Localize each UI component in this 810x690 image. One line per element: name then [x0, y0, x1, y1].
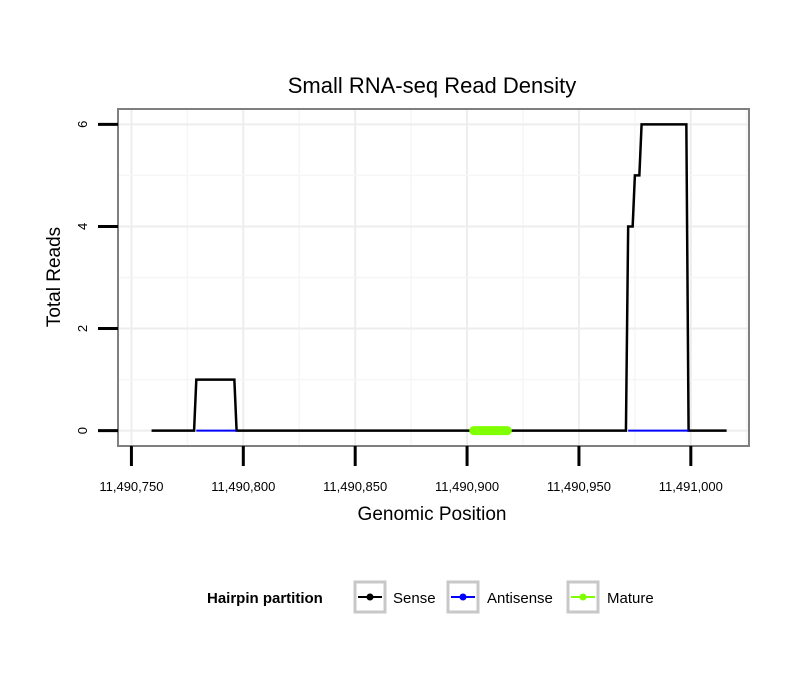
legend-item-sense: Sense [353, 580, 436, 614]
x-tick-label: 11,491,000 [659, 479, 723, 494]
legend-label: Mature [607, 590, 654, 607]
x-tick-label: 11,490,800 [211, 479, 275, 494]
x-tick-label: 11,490,850 [323, 479, 387, 494]
y-tick-label: 2 [75, 325, 90, 332]
y-axis-title: Total Reads [44, 227, 65, 327]
legend-item-mature: Mature [566, 580, 654, 614]
x-tick-label: 11,490,900 [435, 479, 499, 494]
y-axis: 0 2 4 6 [75, 121, 118, 434]
y-tick-label: 0 [75, 427, 90, 434]
x-tick-label: 11,490,950 [547, 479, 611, 494]
legend-key-dot [459, 593, 467, 601]
chart-title: Small RNA-seq Read Density [288, 73, 577, 98]
x-axis: 11,490,750 11,490,800 11,490,850 11,490,900… [99, 446, 723, 494]
legend-key-dot [579, 593, 587, 601]
legend-title: Hairpin partition [207, 590, 323, 607]
legend-label: Antisense [487, 590, 553, 607]
x-tick-label: 11,490,750 [99, 479, 163, 494]
legend-label: Sense [393, 590, 436, 607]
legend-item-antisense: Antisense [446, 580, 553, 614]
y-tick-label: 6 [75, 121, 90, 128]
legend: Hairpin partition Sense Antisense Mature [207, 580, 654, 614]
series-layer [151, 123, 727, 436]
series-line-sense [151, 123, 727, 432]
legend-key-dot [366, 593, 374, 601]
x-axis-title: Genomic Position [358, 504, 507, 525]
plot-border [117, 108, 750, 447]
y-tick-label: 4 [75, 223, 90, 230]
